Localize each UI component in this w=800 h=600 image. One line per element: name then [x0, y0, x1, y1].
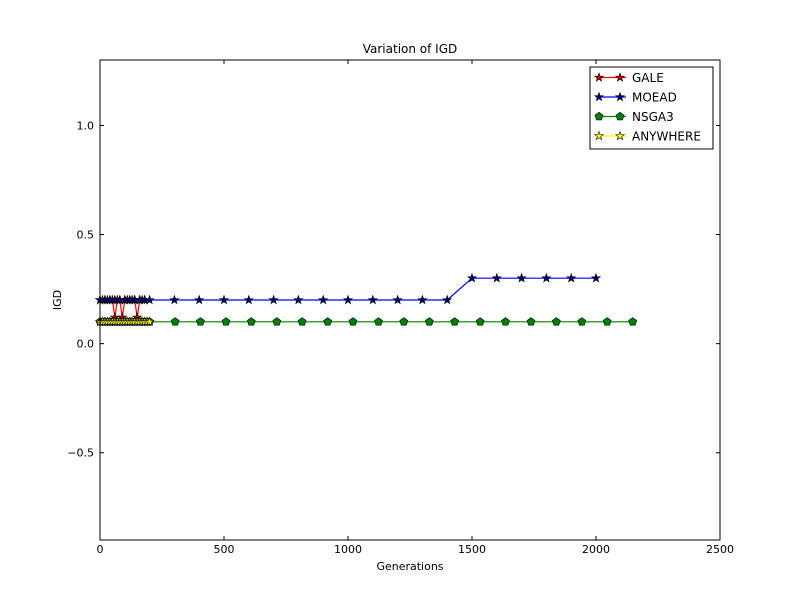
legend-frame	[589, 66, 714, 150]
y-tick-label: 0.5	[77, 229, 95, 242]
legend-marker-nsga3	[615, 111, 625, 121]
data-point-moead	[342, 294, 354, 305]
data-point-moead	[541, 272, 552, 283]
data-point-nsga3	[246, 317, 256, 326]
legend-marker-moead	[614, 91, 626, 102]
legend-item-moead: MOEAD	[593, 91, 677, 105]
series-nsga3	[95, 317, 638, 326]
data-point-moead	[466, 272, 478, 283]
data-point-moead	[194, 294, 205, 305]
data-point-nsga3	[221, 317, 231, 326]
data-point-moead	[243, 294, 254, 305]
legend-item-nsga3: NSGA3	[594, 110, 674, 124]
data-point-moead	[318, 294, 329, 305]
data-point-anywhere	[144, 316, 155, 327]
series-anywhere	[94, 316, 155, 327]
legend-marker-anywhere	[614, 130, 626, 141]
data-point-moead	[293, 294, 304, 305]
data-point-nsga3	[348, 317, 358, 326]
legend-item-anywhere: ANYWHERE	[593, 130, 701, 144]
data-point-moead	[516, 272, 527, 283]
x-tick-label: 500	[214, 543, 235, 556]
legend-marker-anywhere	[593, 130, 605, 141]
legend: GALE MOEAD NSGA3 ANYWHERE	[589, 66, 714, 150]
data-point-moead	[442, 294, 453, 305]
data-point-nsga3	[577, 317, 587, 326]
legend-marker-gale	[614, 72, 626, 82]
data-point-moead	[218, 294, 230, 305]
data-point-nsga3	[424, 317, 434, 326]
data-point-nsga3	[196, 317, 205, 326]
x-axis-label: Generations	[376, 560, 443, 573]
data-point-nsga3	[170, 317, 180, 326]
data-point-moead	[144, 294, 155, 305]
data-point-nsga3	[323, 317, 333, 326]
data-point-nsga3	[272, 317, 282, 326]
data-point-nsga3	[374, 317, 383, 326]
series-moead	[94, 272, 602, 305]
x-tick-label: 2000	[582, 543, 610, 556]
legend-label-moead: MOEAD	[632, 91, 677, 105]
series-layer	[94, 272, 638, 327]
data-point-nsga3	[450, 317, 459, 326]
y-tick-label: 1.0	[77, 119, 95, 132]
legend-label-nsga3: NSGA3	[632, 110, 674, 124]
data-point-moead	[392, 294, 403, 305]
y-axis-label: IGD	[51, 290, 64, 310]
data-point-moead	[491, 272, 502, 283]
legend-item-gale: GALE	[593, 71, 664, 85]
legend-label-gale: GALE	[632, 71, 664, 85]
plot-frame	[99, 59, 721, 541]
x-tick-label: 2500	[706, 543, 734, 556]
data-point-moead	[367, 294, 378, 305]
y-tick-label: −0.5	[67, 447, 94, 460]
x-tick-label: 1000	[334, 543, 362, 556]
data-point-nsga3	[551, 317, 561, 326]
data-point-moead	[417, 294, 428, 305]
data-point-nsga3	[475, 317, 485, 326]
x-tick-label: 0	[97, 543, 104, 556]
plot-area	[94, 59, 721, 541]
data-point-nsga3	[399, 317, 409, 326]
chart-title: Variation of IGD	[363, 42, 458, 56]
data-point-moead	[590, 272, 602, 283]
x-tick-label: 1500	[458, 543, 486, 556]
legend-marker-moead	[593, 91, 605, 102]
data-point-nsga3	[297, 317, 307, 326]
legend-marker-nsga3	[594, 111, 604, 121]
data-point-moead	[169, 294, 180, 305]
data-point-nsga3	[602, 317, 612, 326]
ticks-layer: 0 500 1000 1500 2000 2500 −0.5 0.0 0.5 1.0	[67, 60, 734, 556]
y-tick-label: 0.0	[77, 338, 95, 351]
legend-marker-gale	[593, 72, 605, 82]
data-point-nsga3	[501, 317, 510, 326]
data-point-nsga3	[526, 317, 536, 326]
data-point-nsga3	[628, 317, 638, 326]
data-point-moead	[566, 272, 577, 283]
data-point-moead	[268, 294, 279, 305]
legend-label-anywhere: ANYWHERE	[632, 130, 701, 144]
